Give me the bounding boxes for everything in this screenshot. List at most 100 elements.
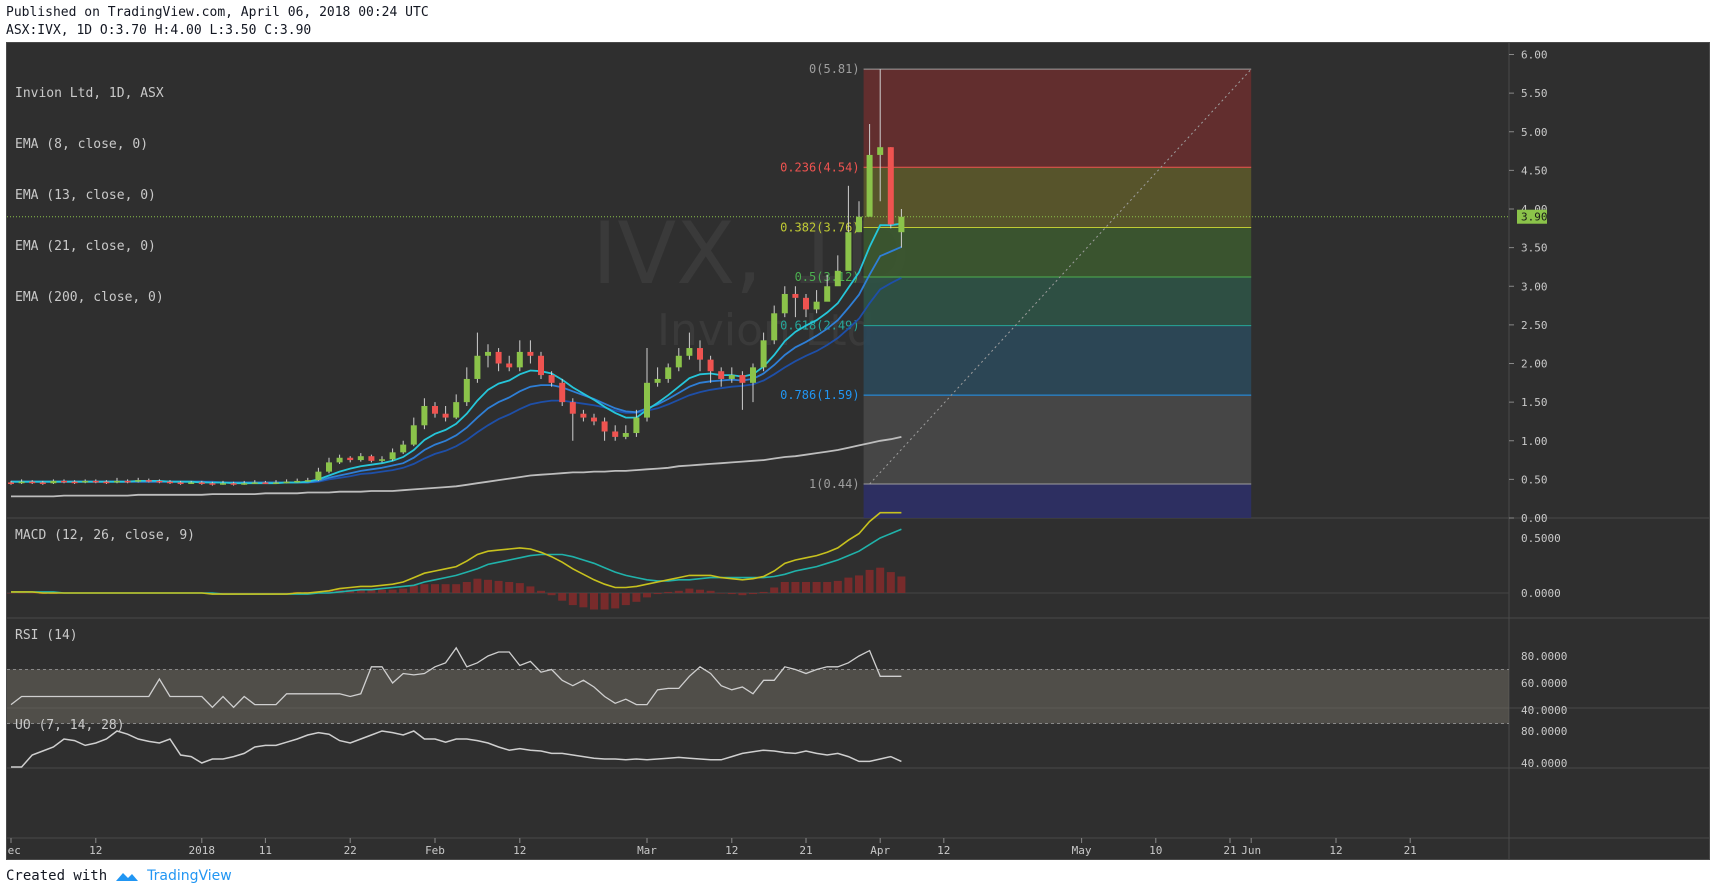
- macd-histogram-bar: [431, 584, 439, 593]
- candle-body: [834, 270, 841, 287]
- legend-ema8[interactable]: EMA (8, close, 0): [15, 137, 149, 152]
- tradingview-brand-link[interactable]: TradingView: [147, 868, 232, 884]
- macd-histogram-bar: [219, 593, 227, 594]
- candle-body: [750, 367, 756, 383]
- macd-histogram-bar: [272, 593, 280, 594]
- candle-body: [495, 351, 502, 364]
- macd-histogram-bar: [240, 593, 249, 594]
- candle-body: [71, 481, 78, 484]
- candle-body: [506, 363, 513, 368]
- candle-body: [50, 480, 57, 484]
- macd-histogram-bar: [844, 577, 853, 593]
- candle-body: [856, 216, 862, 233]
- legend-uo[interactable]: UO (7, 14, 28): [15, 718, 125, 733]
- chart-area[interactable]: IVX, 1D Invion Ltd 0(5.81) 0.236(4.54) 0.382…: [6, 42, 1710, 860]
- macd-histogram-bar: [865, 569, 874, 593]
- macd-histogram-bar: [674, 590, 683, 593]
- candle-body: [622, 433, 629, 437]
- legend-ema200[interactable]: EMA (200, close, 0): [15, 290, 164, 305]
- macd-histogram-bar: [7, 593, 15, 594]
- legend-macd[interactable]: MACD (12, 26, close, 9): [15, 528, 196, 543]
- candle-body: [379, 459, 385, 461]
- candle-body: [432, 405, 438, 414]
- macd-line: [11, 511, 902, 595]
- time-tick-label: 12: [725, 844, 738, 857]
- candle-body: [29, 481, 36, 484]
- time-tick-label: 12: [89, 844, 102, 857]
- candle-body: [813, 301, 820, 310]
- candle-body: [209, 483, 216, 485]
- time-tick-label: Apr: [870, 844, 890, 857]
- candle-body: [697, 348, 703, 360]
- candle-body: [675, 355, 682, 368]
- candle-body: [887, 147, 894, 225]
- candle-body: [198, 482, 205, 484]
- macd-histogram-bar: [399, 588, 408, 593]
- uo-line: [11, 730, 902, 768]
- fib-zone-0.5: [863, 276, 1252, 326]
- time-tick-label: 2018: [189, 844, 216, 857]
- candle-body: [718, 371, 725, 379]
- time-tick-label: Jun: [1241, 844, 1261, 857]
- macd-histogram-bar: [632, 593, 641, 602]
- macd-histogram-bar: [759, 591, 768, 593]
- fib-zone-0.236: [863, 167, 1252, 228]
- candle-body: [336, 457, 343, 463]
- time-tick-label: May: [1072, 844, 1092, 857]
- candle-body: [82, 480, 89, 483]
- candle-body: [527, 351, 534, 356]
- macd-histogram-bar: [537, 590, 545, 593]
- time-tick-label: 21: [1223, 844, 1236, 857]
- legend-symbol[interactable]: Invion Ltd, 1D, ASX: [15, 86, 164, 101]
- fib-label-1: 1(0.44): [809, 477, 860, 491]
- macd-histogram-bar: [452, 584, 461, 593]
- last-price-label: 3.90: [1521, 211, 1548, 224]
- candle-body: [538, 355, 544, 376]
- macd-histogram-bar: [876, 567, 885, 593]
- rsi-tick-label: 80.0000: [1521, 650, 1567, 663]
- price-tick-label: 4.50: [1521, 164, 1548, 177]
- candle-body: [220, 483, 226, 485]
- macd-histogram-bar: [568, 593, 577, 606]
- candle-body: [548, 375, 555, 383]
- macd-histogram-bar: [515, 583, 524, 593]
- price-tick-label: 5.50: [1521, 87, 1548, 100]
- time-tick-label: 10: [1149, 844, 1162, 857]
- legend-ema21[interactable]: EMA (21, close, 0): [15, 239, 156, 254]
- time-tick-label: Dec: [7, 844, 21, 857]
- candle-body: [591, 417, 597, 422]
- macd-histogram-bar: [325, 590, 333, 593]
- tradingview-logo-icon[interactable]: [115, 870, 139, 882]
- candle-body: [442, 413, 449, 418]
- macd-histogram-bar: [441, 584, 450, 593]
- macd-histogram-bar: [664, 591, 673, 593]
- candle-body: [612, 431, 619, 437]
- price-tick-label: 2.50: [1521, 319, 1548, 332]
- fib-zone-0: [863, 69, 1252, 168]
- candle-body: [92, 480, 99, 483]
- macd-tick-label: 0.5000: [1521, 532, 1561, 545]
- macd-histogram-bar: [791, 582, 800, 593]
- candle-body: [898, 216, 905, 233]
- candle-body: [61, 480, 67, 483]
- legend-rsi[interactable]: RSI (14): [15, 628, 78, 643]
- macd-histogram-bar: [812, 582, 821, 593]
- candle-body: [315, 471, 322, 481]
- macd-histogram-bar: [886, 572, 895, 593]
- macd-histogram-bar: [17, 593, 26, 594]
- time-tick-label: 21: [799, 844, 812, 857]
- last-price-tag: [1517, 209, 1547, 224]
- time-tick-label: 21: [1404, 844, 1417, 857]
- candle-body: [686, 348, 693, 356]
- legend-ema13[interactable]: EMA (13, close, 0): [15, 188, 156, 203]
- candle-body: [707, 359, 714, 372]
- macd-histogram-bar: [611, 593, 620, 609]
- fib-label-0.786: 0.786(1.59): [780, 388, 859, 402]
- macd-histogram-bar: [706, 590, 715, 593]
- candle-body: [156, 480, 163, 483]
- macd-histogram-bar: [600, 593, 609, 610]
- fib-label-0.618: 0.618(2.49): [780, 319, 859, 333]
- macd-histogram-bar: [802, 582, 810, 593]
- candle-body: [516, 351, 523, 368]
